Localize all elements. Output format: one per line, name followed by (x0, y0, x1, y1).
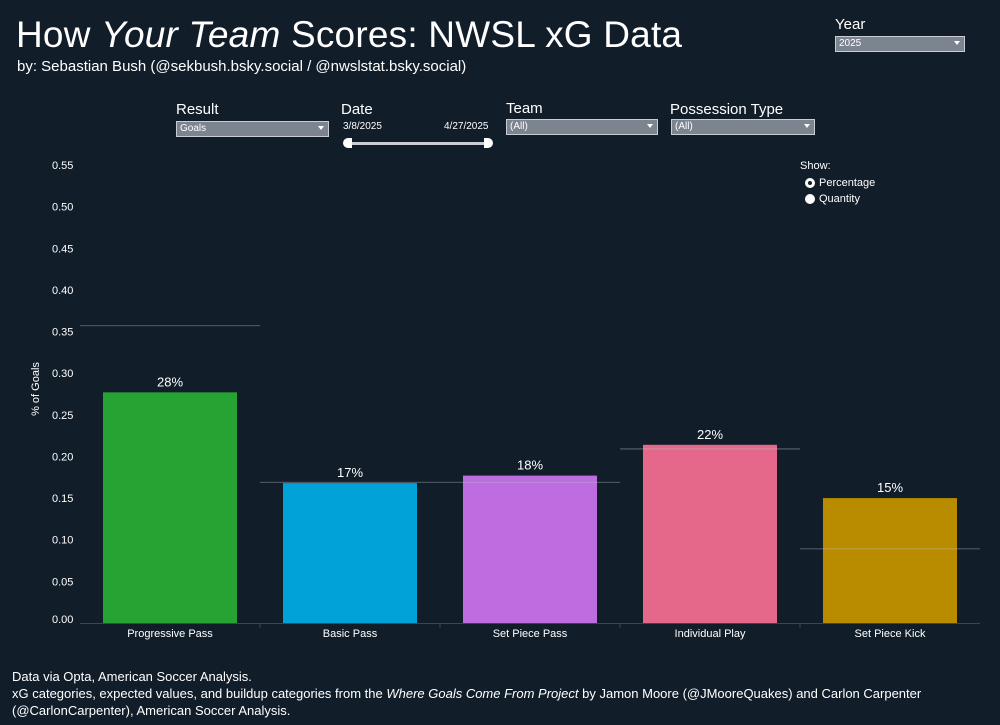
y-tick-label: 0.40 (52, 285, 73, 297)
team-label: Team (506, 100, 543, 117)
date-slider-end-handle[interactable] (484, 138, 493, 148)
y-axis-label: % of Goals (30, 362, 42, 416)
data-label: 18% (517, 458, 543, 473)
footer-line2: xG categories, expected values, and buil… (12, 686, 922, 718)
date-end: 4/27/2025 (444, 121, 489, 132)
show-label: Show: (800, 160, 831, 172)
y-tick-label: 0.25 (52, 410, 73, 422)
y-tick-label: 0.55 (52, 160, 73, 172)
y-tick-label: 0.35 (52, 327, 73, 339)
date-slider-track (347, 142, 489, 145)
year-label: Year (835, 16, 866, 33)
y-tick-label: 0.10 (52, 535, 73, 547)
data-label: 15% (877, 480, 903, 495)
x-tick-label: Set Piece Kick (855, 628, 926, 640)
y-tick-label: 0.15 (52, 493, 73, 505)
y-tick-label: 0.00 (52, 614, 73, 626)
possession-label: Possession Type (670, 101, 784, 118)
data-label: 28% (157, 374, 183, 389)
chevron-down-icon (954, 41, 960, 45)
data-label: 17% (337, 465, 363, 480)
bar (463, 475, 597, 623)
year-dropdown[interactable]: 2025 (835, 36, 965, 52)
date-slider-start-handle[interactable] (343, 138, 352, 148)
bar (283, 483, 417, 623)
date-slider[interactable] (343, 137, 493, 149)
chevron-down-icon (804, 124, 810, 128)
y-tick-label: 0.45 (52, 243, 73, 255)
chevron-down-icon (647, 124, 653, 128)
result-label: Result (176, 101, 219, 118)
date-start: 3/8/2025 (343, 121, 382, 132)
date-label: Date (341, 101, 373, 118)
y-tick-label: 0.20 (52, 451, 73, 463)
chevron-down-icon (318, 126, 324, 130)
team-dropdown[interactable]: (All) (506, 119, 658, 135)
y-tick-label: 0.30 (52, 368, 73, 380)
x-tick-label: Progressive Pass (127, 628, 213, 640)
y-tick-label: 0.05 (52, 576, 73, 588)
result-dropdown[interactable]: Goals (176, 121, 329, 137)
x-tick-label: Set Piece Pass (493, 628, 568, 640)
data-label: 22% (697, 427, 723, 442)
footer: Data via Opta, American Soccer Analysis.… (12, 668, 992, 719)
byline: by: Sebastian Bush (@sekbush.bsky.social… (17, 58, 467, 75)
y-tick-label: 0.50 (52, 202, 73, 214)
bar (823, 498, 957, 623)
bar (103, 392, 237, 623)
footer-line1: Data via Opta, American Soccer Analysis. (12, 669, 252, 684)
radio-selected-icon (805, 178, 815, 189)
bar (643, 444, 777, 623)
radio-unselected-icon (805, 194, 815, 205)
page-title: How Your Team Scores: NWSL xG Data (16, 14, 683, 55)
show-option-percentage[interactable]: Percentage (805, 177, 875, 189)
possession-dropdown[interactable]: (All) (671, 119, 815, 135)
show-option-quantity[interactable]: Quantity (805, 193, 860, 205)
x-tick-label: Basic Pass (323, 628, 378, 640)
x-tick-label: Individual Play (675, 628, 746, 640)
